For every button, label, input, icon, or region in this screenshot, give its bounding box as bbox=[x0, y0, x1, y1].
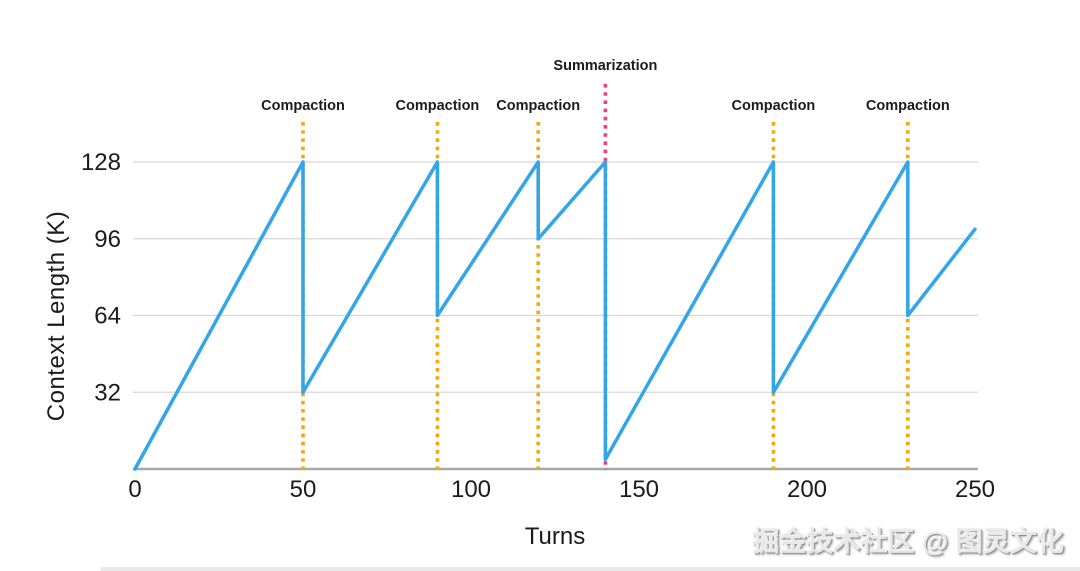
y-tick-label: 96 bbox=[94, 226, 121, 253]
bottom-edge-divider bbox=[100, 567, 1080, 571]
y-tick-label: 32 bbox=[94, 379, 121, 406]
x-tick-label: 0 bbox=[128, 476, 141, 503]
compaction-label: Compaction bbox=[396, 98, 480, 114]
x-tick-label: 150 bbox=[619, 476, 659, 503]
context-length-line bbox=[133, 160, 977, 471]
compaction-label: Compaction bbox=[732, 98, 816, 114]
x-tick-label: 100 bbox=[451, 476, 491, 503]
x-tick-label: 50 bbox=[290, 476, 317, 503]
compaction-label: Compaction bbox=[866, 98, 950, 114]
compaction-label: Compaction bbox=[261, 98, 345, 114]
y-tick-label: 128 bbox=[81, 149, 121, 176]
compaction-label: Compaction bbox=[496, 98, 580, 114]
x-axis-title: Turns bbox=[524, 523, 586, 550]
y-tick-label: 64 bbox=[94, 303, 121, 330]
x-tick-label: 250 bbox=[955, 476, 995, 503]
x-tick-label: 200 bbox=[787, 476, 827, 503]
summarization-label: Summarization bbox=[553, 58, 657, 74]
watermark-text: 掘金技术社区 @ 图灵文化 bbox=[752, 527, 1064, 557]
y-axis-title: Context Length (K) bbox=[43, 210, 70, 422]
